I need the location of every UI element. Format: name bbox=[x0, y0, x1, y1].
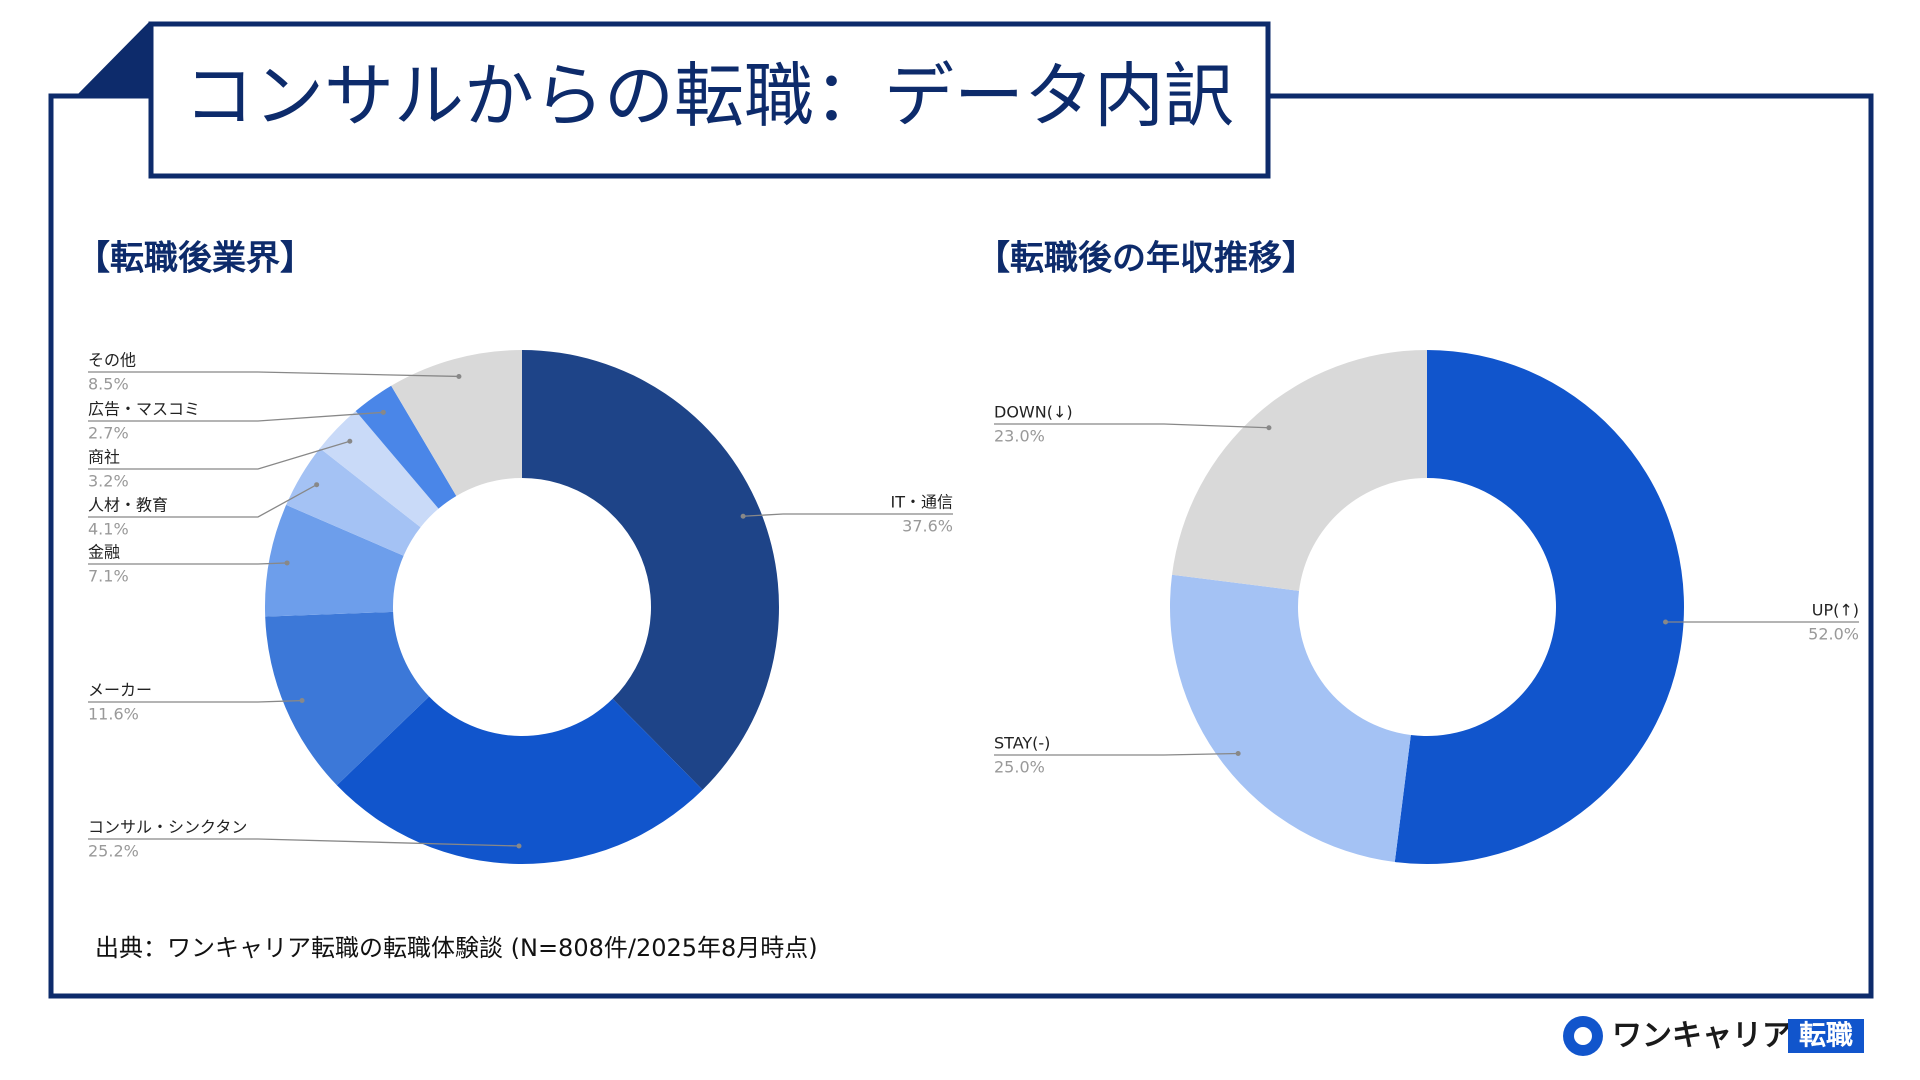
leader-line bbox=[88, 699, 303, 703]
leader-dot bbox=[1235, 750, 1241, 756]
logo-name: ワンキャリア bbox=[1612, 1019, 1792, 1054]
leader-dot bbox=[380, 409, 386, 415]
leader-dot bbox=[284, 560, 290, 566]
donut-slice bbox=[355, 385, 457, 509]
leader-dot bbox=[1266, 425, 1272, 431]
source-note: 出典：ワンキャリア転職の転職体験談 (N=808件/2025年8月時点) bbox=[95, 934, 818, 962]
leader-line bbox=[88, 411, 384, 422]
donut-slice bbox=[1394, 349, 1685, 865]
donut-slice bbox=[1170, 574, 1411, 862]
leader-dot bbox=[516, 843, 522, 849]
slice-label: メーカー bbox=[88, 681, 152, 700]
slice-value-label: 23.0% bbox=[994, 427, 1045, 446]
slice-label: 商社 bbox=[88, 448, 120, 467]
donut-slice bbox=[1172, 350, 1427, 591]
slice-value-label: 4.1% bbox=[88, 520, 129, 539]
leader-dot bbox=[347, 438, 353, 444]
slice-value-label: 2.7% bbox=[88, 424, 129, 443]
leader-line bbox=[994, 423, 1269, 429]
logo-badge bbox=[1788, 1019, 1864, 1053]
slice-value-label: 3.2% bbox=[88, 472, 129, 491]
slice-label: その他 bbox=[88, 351, 136, 370]
chart-title: 【転職後業界】 bbox=[76, 239, 314, 279]
slice-label: UP(↑) bbox=[1812, 601, 1859, 620]
leader-dot bbox=[1663, 619, 1669, 625]
chart-title: 【転職後の年収推移】 bbox=[976, 239, 1316, 279]
leader-dot bbox=[456, 373, 462, 379]
slice-value-label: 7.1% bbox=[88, 567, 129, 586]
leader-line bbox=[88, 440, 351, 470]
leader-line bbox=[743, 513, 953, 517]
slice-value-label: 11.6% bbox=[88, 705, 139, 724]
slice-value-label: 52.0% bbox=[1808, 625, 1859, 644]
donut-slice bbox=[265, 611, 430, 786]
slice-value-label: 8.5% bbox=[88, 375, 129, 394]
slice-value-label: 37.6% bbox=[902, 517, 953, 536]
slice-label: IT・通信 bbox=[891, 493, 954, 512]
slice-label: DOWN(↓) bbox=[994, 403, 1073, 422]
slice-label: 広告・マスコミ bbox=[88, 400, 200, 419]
donut-slice bbox=[265, 504, 404, 617]
title-box bbox=[148, 21, 1271, 179]
logo-icon-hole bbox=[1574, 1027, 1592, 1045]
slice-value-label: 25.2% bbox=[88, 842, 139, 861]
donut-slice bbox=[522, 350, 779, 790]
slice-value-label: 25.0% bbox=[994, 758, 1045, 777]
leader-dot bbox=[299, 698, 305, 704]
leader-line bbox=[88, 484, 317, 518]
corner-triangle bbox=[76, 22, 149, 96]
slice-label: STAY(-) bbox=[994, 734, 1050, 753]
page-title: コンサルからの転職：データ内訳 bbox=[184, 55, 1234, 137]
slice-label: 金融 bbox=[88, 543, 120, 562]
leader-line bbox=[88, 562, 288, 565]
leader-line bbox=[88, 371, 459, 378]
donut-slice bbox=[391, 350, 522, 496]
donut-slice bbox=[286, 448, 421, 556]
logo-badge-text: 転職 bbox=[1799, 1021, 1853, 1052]
leader-dot bbox=[314, 482, 320, 488]
donut-slice bbox=[336, 696, 703, 865]
slice-label: 人材・教育 bbox=[88, 496, 168, 515]
leader-line bbox=[88, 838, 520, 847]
logo: ワンキャリア 転職 bbox=[1563, 1016, 1864, 1056]
leader-line bbox=[994, 752, 1239, 756]
leader-dot bbox=[740, 513, 746, 519]
slice-label: コンサル・シンクタン bbox=[88, 818, 247, 837]
